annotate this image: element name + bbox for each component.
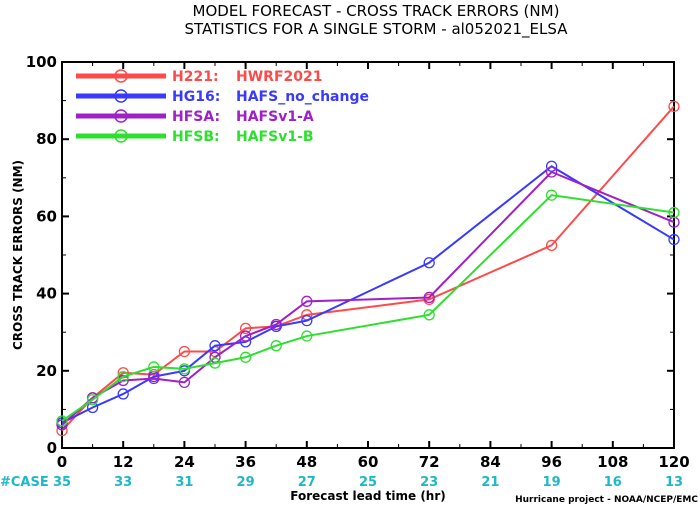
- chart-title: MODEL FORECAST - CROSS TRACK ERRORS (NM): [193, 2, 560, 20]
- legend-code: HG16:: [172, 89, 220, 105]
- data-point: [86, 394, 99, 406]
- chart-subtitle: STATISTICS FOR A SINGLE STORM - al052021…: [185, 20, 569, 39]
- y-tick-label: 80: [36, 130, 57, 148]
- legend-swatch-marker: [114, 89, 128, 103]
- x-tick-label: 72: [419, 453, 440, 471]
- data-point: [270, 340, 282, 352]
- x-tick-label: 36: [235, 453, 256, 471]
- case-count: 19: [543, 475, 561, 490]
- case-count: 23: [420, 475, 438, 490]
- legend-swatch-marker: [114, 129, 128, 143]
- y-tick-label: 0: [47, 439, 57, 457]
- legend-label: HWRF2021: [236, 69, 322, 85]
- plot-frame: [61, 61, 675, 449]
- data-point: [56, 415, 68, 427]
- x-tick-label: 0: [57, 453, 67, 471]
- data-point: [545, 189, 558, 201]
- y-axis-ticks: 0 20 40 60 80 100: [26, 53, 674, 457]
- x-axis-ticks: 0 12 24 36 48 60 72 84 96 108 120: [57, 62, 690, 471]
- series-line-3: [61, 194, 675, 422]
- data-point: [668, 206, 680, 219]
- series-line-1: [61, 165, 675, 424]
- case-counts: #CASE 35 33 31 29 27 25 23 21 19 16 13: [0, 475, 683, 490]
- data-point: [239, 330, 252, 342]
- data-point: [423, 309, 435, 321]
- case-count: 33: [114, 475, 132, 490]
- data-point: [178, 363, 191, 375]
- y-tick-label: 100: [26, 53, 57, 71]
- case-label: #CASE: [0, 475, 49, 490]
- data-point: [209, 357, 221, 369]
- y-tick-label: 60: [36, 207, 57, 225]
- legend-swatch-marker: [114, 69, 128, 83]
- credit-text: Hurricane project - NOAA/NCEP/EMC: [515, 495, 698, 505]
- x-tick-label: 120: [658, 453, 689, 471]
- data-point: [239, 351, 252, 363]
- data-point: [301, 330, 313, 342]
- legend-label: HAFSv1-B: [236, 129, 314, 145]
- legend-swatch-marker: [114, 109, 128, 123]
- x-tick-label: 84: [480, 453, 501, 471]
- data-point: [239, 322, 252, 334]
- y-tick-label: 20: [36, 362, 57, 380]
- legend-label: HAFSv1-A: [236, 109, 314, 125]
- y-tick-label: 40: [36, 285, 57, 303]
- data-point: [423, 257, 435, 269]
- x-tick-label: 12: [113, 453, 134, 471]
- case-count: 29: [237, 475, 255, 490]
- data-point: [148, 372, 160, 385]
- x-tick-label: 48: [296, 453, 317, 471]
- case-count: 31: [175, 475, 193, 490]
- legend-code: HFSB:: [172, 129, 220, 145]
- legend-label: HAFS_no_change: [236, 89, 369, 105]
- x-tick-label: 108: [597, 453, 628, 471]
- x-tick-label: 24: [174, 453, 195, 471]
- data-point: [270, 318, 282, 331]
- case-count: 35: [53, 475, 71, 490]
- case-count: 25: [359, 475, 377, 490]
- data-point: [209, 340, 221, 352]
- data-point: [148, 361, 160, 373]
- case-count: 16: [604, 475, 622, 490]
- data-point: [178, 345, 191, 358]
- data-point: [545, 166, 558, 178]
- legend: H221: HWRF2021 HG16: HAFS_no_change HFSA: HAF…: [76, 69, 369, 145]
- series-line-2: [61, 170, 675, 426]
- data-point: [423, 291, 435, 304]
- x-axis-label: Forecast lead time (hr): [290, 489, 446, 503]
- data-point: [668, 100, 680, 113]
- case-count: 13: [665, 475, 683, 490]
- legend-code: H221:: [172, 69, 219, 85]
- series-lines: [56, 100, 680, 437]
- data-point: [178, 376, 191, 389]
- x-tick-label: 60: [358, 453, 379, 471]
- y-axis-label: CROSS TRACK ERRORS (NM): [11, 160, 25, 350]
- legend-code: HFSA:: [172, 109, 220, 125]
- data-point: [117, 370, 129, 383]
- data-point: [668, 233, 680, 246]
- data-point: [301, 295, 313, 307]
- data-point: [301, 314, 313, 327]
- data-point: [117, 388, 129, 400]
- x-tick-label: 96: [541, 453, 562, 471]
- case-count: 27: [298, 475, 316, 490]
- case-count: 21: [481, 475, 499, 490]
- data-point: [545, 239, 558, 252]
